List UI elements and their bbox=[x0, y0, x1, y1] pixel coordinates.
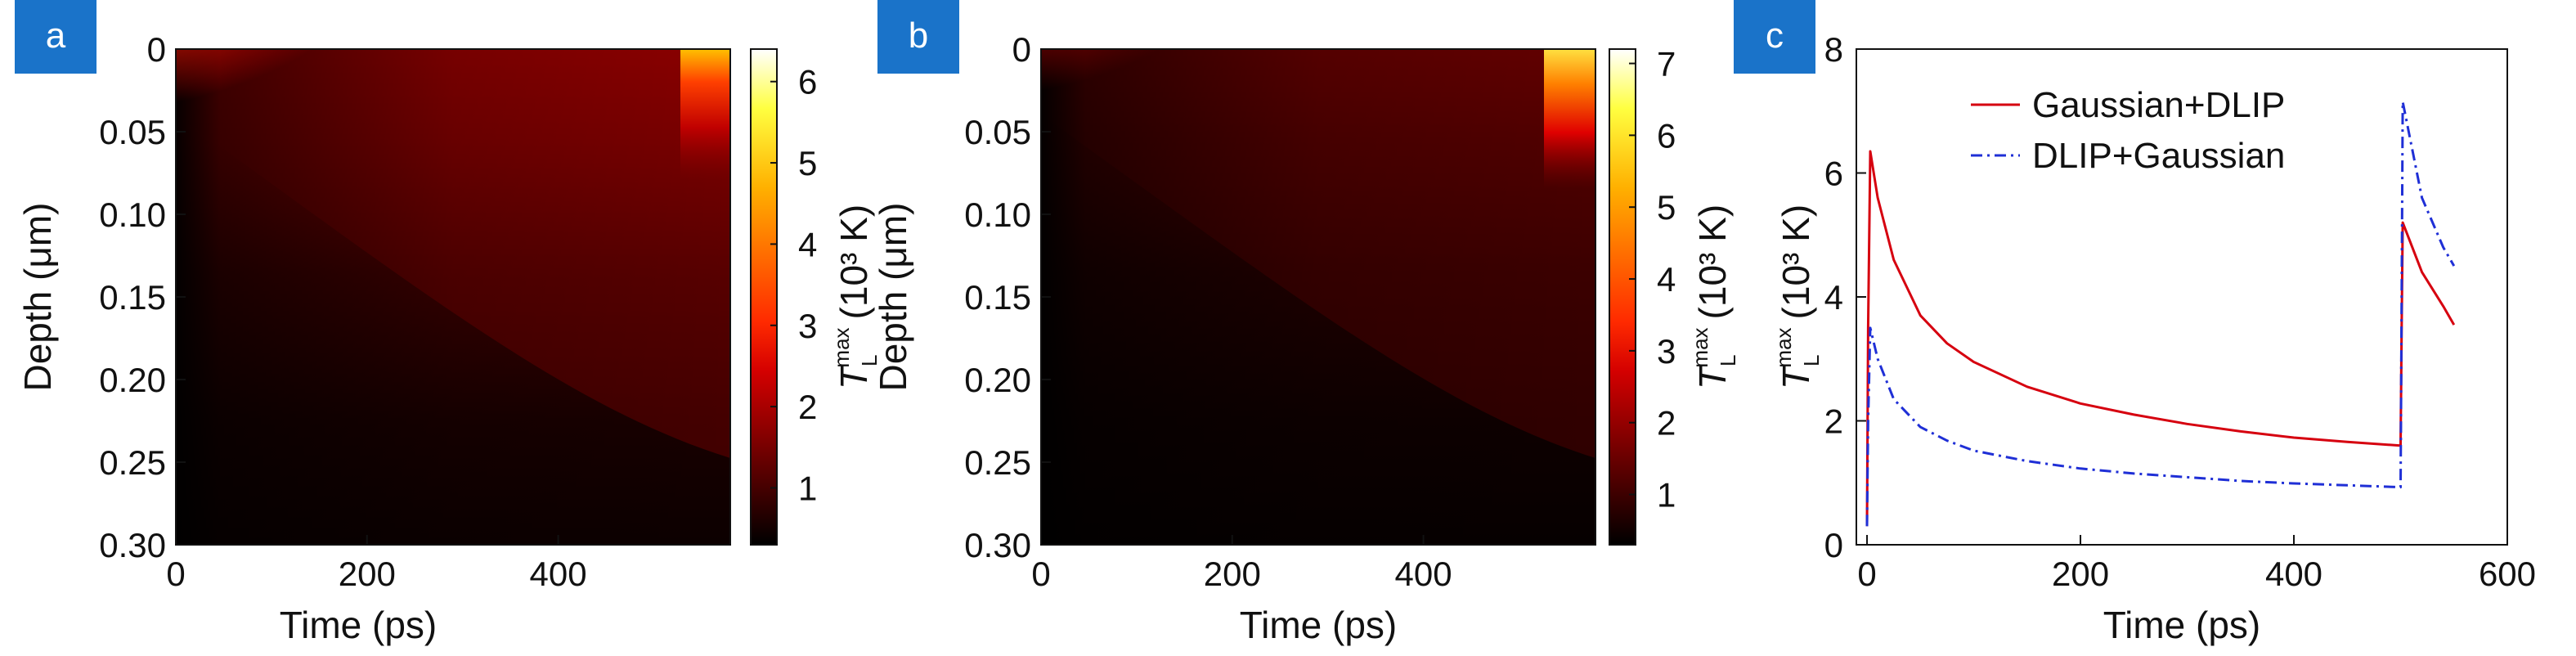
y-tick-label: 0.05 bbox=[964, 113, 1031, 151]
colorbar-tick-label: 2 bbox=[1657, 404, 1676, 443]
y-tick-label: 0.10 bbox=[99, 195, 166, 234]
y-tick-label: 0.05 bbox=[99, 113, 166, 151]
y-tick-label: 4 bbox=[1824, 278, 1843, 317]
heatmap-b bbox=[1041, 49, 1595, 545]
x-tick-label: 200 bbox=[1204, 555, 1261, 593]
colorbar-ticks-a: 1 2 3 4 5 6 bbox=[770, 63, 817, 507]
x-tick-label: 400 bbox=[1395, 555, 1452, 593]
x-tick-label: 200 bbox=[2052, 555, 2109, 593]
badge-b bbox=[877, 0, 959, 74]
axes-c: 0 200 400 600 0 2 4 6 8 bbox=[1824, 30, 2536, 593]
x-tick-label: 400 bbox=[530, 555, 587, 593]
colorbar-tick-label: 1 bbox=[1657, 476, 1676, 514]
panel-b: b 0 200 400 0 0.05 0.10 0.15 0.20 0.25 0.30 Time … bbox=[872, 0, 1740, 646]
colorbar-tick-label: 6 bbox=[798, 63, 817, 101]
y-tick-label: 0.20 bbox=[964, 361, 1031, 399]
y-tick-label: 0.15 bbox=[99, 278, 166, 317]
colorbar-tick-label: 6 bbox=[1657, 116, 1676, 155]
panel-c: c 0 200 400 600 0 2 4 6 8 Gaussian+DLIP DLIP+Gau… bbox=[1734, 0, 2536, 646]
colorbar-b bbox=[1609, 48, 1636, 546]
xlabel-a: Time (ps) bbox=[280, 604, 438, 646]
x-tick-label: 0 bbox=[1857, 555, 1876, 593]
xlabel-c: Time (ps) bbox=[2103, 604, 2261, 646]
y-tick-label: 0.30 bbox=[964, 526, 1031, 564]
x-tick-label: 200 bbox=[339, 555, 396, 593]
lines-c bbox=[1865, 100, 2456, 527]
ylabel-a: Depth (μm) bbox=[16, 203, 59, 392]
colorbar-tick-label: 7 bbox=[1657, 45, 1676, 83]
svg-text:TLmax(10³ K): TLmax(10³ K) bbox=[829, 204, 882, 389]
x-tick-label: 400 bbox=[2265, 555, 2322, 593]
colorbar-ticks-b: 1 2 3 4 5 6 7 bbox=[1629, 45, 1676, 514]
y-tick-label: 0.30 bbox=[99, 526, 166, 564]
x-tick-label: 0 bbox=[166, 555, 185, 593]
legend-label-blue: DLIP+Gaussian bbox=[2032, 136, 2285, 176]
series-line-dlip-gaussian bbox=[1865, 100, 2456, 527]
plot-frame-c bbox=[1856, 48, 2508, 546]
colorbar-label-a: TLmax(10³ K) bbox=[829, 204, 882, 389]
panel-a: a 0 200 400 0 0.05 0.10 0.15 0.20 0.25 0.30 Time … bbox=[15, 0, 882, 646]
badge-a bbox=[15, 0, 96, 74]
colorbar-label-b: TLmax(10³ K) bbox=[1688, 204, 1740, 389]
colorbar-tick-label: 2 bbox=[798, 388, 817, 426]
y-tick-label: 0 bbox=[1012, 30, 1031, 69]
colorbar-tick-label: 4 bbox=[798, 225, 817, 263]
y-tick-label: 8 bbox=[1824, 30, 1843, 69]
y-tick-label: 0.20 bbox=[99, 361, 166, 399]
badge-c-label: c bbox=[1766, 16, 1784, 56]
x-tick-label: 0 bbox=[1031, 555, 1050, 593]
colorbar-tick-label: 3 bbox=[1657, 332, 1676, 371]
colorbar-a bbox=[750, 48, 778, 546]
ylabel-c: TLmax(10³ K) bbox=[1771, 204, 1824, 389]
y-tick-label: 0.25 bbox=[99, 443, 166, 482]
colorbar-tick-label: 3 bbox=[798, 307, 817, 345]
badge-b-label: b bbox=[909, 16, 928, 56]
ylabel-b: Depth (μm) bbox=[872, 203, 914, 392]
y-tick-label: 0 bbox=[147, 30, 166, 69]
legend-label-red: Gaussian+DLIP bbox=[2032, 85, 2285, 125]
y-tick-label: 0 bbox=[1824, 526, 1843, 564]
badge-a-label: a bbox=[46, 16, 66, 56]
colorbar-tick-label: 5 bbox=[1657, 188, 1676, 227]
legend-c: Gaussian+DLIP DLIP+Gaussian bbox=[1971, 85, 2285, 176]
colorbar-tick-label: 5 bbox=[798, 144, 817, 182]
axes-b: 0 200 400 0 0.05 0.10 0.15 0.20 0.25 0.30 bbox=[964, 30, 1452, 593]
y-tick-label: 0.15 bbox=[964, 278, 1031, 317]
colorbar-tick-label: 1 bbox=[798, 469, 817, 507]
axes-a: 0 200 400 0 0.05 0.10 0.15 0.20 0.25 0.30 bbox=[99, 30, 586, 593]
y-tick-label: 0.25 bbox=[964, 443, 1031, 482]
heatmap-a bbox=[176, 49, 730, 545]
svg-text:TLmax(10³ K): TLmax(10³ K) bbox=[1688, 204, 1740, 389]
badge-c bbox=[1734, 0, 1815, 74]
y-tick-label: 6 bbox=[1824, 155, 1843, 193]
x-tick-label: 600 bbox=[2479, 555, 2536, 593]
y-tick-label: 0.10 bbox=[964, 195, 1031, 234]
y-tick-label: 2 bbox=[1824, 402, 1843, 441]
svg-text:TLmax(10³ K): TLmax(10³ K) bbox=[1771, 204, 1824, 389]
colorbar-tick-label: 4 bbox=[1657, 260, 1676, 299]
xlabel-b: Time (ps) bbox=[1240, 604, 1398, 646]
